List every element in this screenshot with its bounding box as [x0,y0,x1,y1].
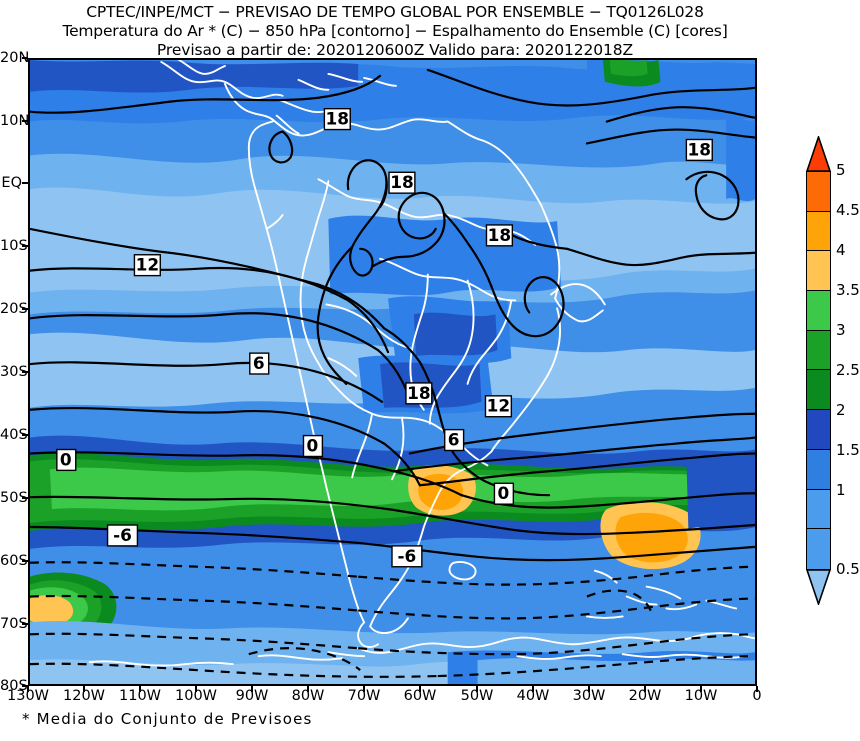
y-tick-mark [22,371,28,373]
x-tick-label: 130W [6,688,50,704]
svg-text:18: 18 [407,383,430,403]
x-tick-label: 90W [235,688,269,704]
x-tick-mark [195,686,197,692]
colorbar-tick-label: 5 [836,161,846,179]
x-tick-mark [419,686,421,692]
temperature-contours [30,68,755,562]
colorbar-tick-label: 0.5 [836,560,860,578]
colorbar-segment [807,370,830,411]
x-tick-label: 70W [347,688,381,704]
y-tick-label: 40S [0,427,28,443]
x-tick-mark [363,686,365,692]
y-tick-label: EQ [1,175,22,191]
svg-text:0: 0 [498,483,510,503]
y-tick-mark [22,560,28,562]
colorbar-segment [807,330,830,371]
x-tick-mark [588,686,590,692]
map-canvas: 18 18 18 18 18 12 12 6 6 0 0 0 -6 -6 [30,60,755,684]
x-tick-label: 80W [291,688,325,704]
x-tick-label: 120W [62,688,106,704]
x-tick-label: 50W [460,688,494,704]
svg-text:-6: -6 [113,525,132,545]
colorbar-segment [807,291,830,331]
title-line-institution: CPTEC/INPE/MCT − PREVISAO DE TEMPO GLOBA… [86,3,704,21]
colorbar-segment [807,172,830,212]
x-tick-mark [27,686,29,692]
svg-text:18: 18 [390,172,413,192]
x-tick-mark [83,686,85,692]
colorbar-tick-label: 4 [836,241,846,259]
x-tick-label: 40W [516,688,550,704]
x-tick-mark [532,686,534,692]
y-tick-mark [22,120,28,122]
x-tick-mark [251,686,253,692]
y-tick-mark [22,308,28,310]
y-tick-mark [22,623,28,625]
x-tick-label: 0 [752,688,762,704]
colorbar-segment [807,529,830,569]
svg-text:0: 0 [60,449,72,469]
colorbar-tick-label: 1 [836,481,846,499]
x-tick-label: 100W [174,688,218,704]
y-tick-mark [22,182,28,184]
y-tick-mark [22,245,28,247]
x-tick-mark [700,686,702,692]
y-tick-label: 50S [0,490,28,506]
colorbar-segment [807,449,830,490]
svg-text:18: 18 [326,109,349,129]
colorbar-segment [807,489,830,530]
colorbar-tick-label: 2 [836,401,846,419]
contour-value-labels: 18 18 18 18 18 12 12 6 6 0 0 0 -6 -6 [56,107,713,568]
x-tick-mark [644,686,646,692]
title-block: CPTEC/INPE/MCT − PREVISAO DE TEMPO GLOBA… [0,0,790,60]
y-tick-label: 60S [0,553,28,569]
x-tick-mark [476,686,478,692]
colorbar-segment [807,251,830,292]
colorbar-tick-label: 1.5 [836,441,860,459]
title-line-times: Previsao a partir de: 2020120600Z Valido… [156,41,634,59]
colorbar-tick-label: 2.5 [836,361,860,379]
x-tick-label: 10W [684,688,718,704]
colorbar-arrow-top [806,136,831,172]
title-line-variable: Temperatura do Ar * (C) − 850 hPa [conto… [62,22,728,40]
x-tick-label: 20W [628,688,662,704]
y-tick-label: 80S [0,678,28,694]
y-tick-label: 20N [0,50,30,66]
colorbar[interactable] [806,171,831,570]
colorbar-tick-label: 4.5 [836,201,860,219]
y-tick-mark [22,685,28,687]
svg-text:-6: -6 [398,546,417,566]
x-tick-label: 60W [403,688,437,704]
svg-text:12: 12 [487,396,510,416]
temperature-contours-negative [30,561,755,678]
y-tick-label: 70S [0,616,28,632]
colorbar-segment [807,410,830,450]
x-tick-mark [139,686,141,692]
y-tick-label: 10N [0,113,30,129]
y-tick-label: 10S [0,238,28,254]
y-tick-label: 20S [0,301,28,317]
y-tick-mark [22,434,28,436]
coastlines [88,60,755,667]
svg-text:18: 18 [688,139,711,159]
svg-text:6: 6 [448,430,460,450]
colorbar-segment [807,211,830,252]
colorbar-arrow-bottom [806,569,831,605]
footnote: * Media do Conjunto de Previsoes [22,710,313,728]
map-plot-area: 18 18 18 18 18 12 12 6 6 0 0 0 -6 -6 [28,58,757,686]
x-tick-mark [756,686,758,692]
x-tick-label: 30W [572,688,606,704]
x-tick-mark [307,686,309,692]
colorbar-tick-label: 3.5 [836,281,860,299]
y-tick-label: 30S [0,364,28,380]
colorbar-tick-label: 3 [836,321,846,339]
svg-text:6: 6 [253,353,265,373]
y-tick-mark [22,497,28,499]
svg-text:12: 12 [136,255,159,275]
svg-text:18: 18 [488,225,511,245]
x-tick-label: 110W [118,688,162,704]
svg-text:0: 0 [307,435,319,455]
y-tick-mark [22,57,28,59]
